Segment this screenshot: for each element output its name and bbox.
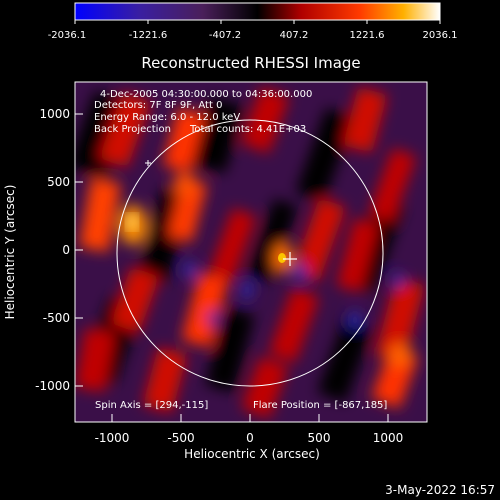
colorbar (74, 2, 441, 21)
x-tick-label: 1000 (373, 431, 404, 445)
generation-timestamp: 3-May-2022 16:57 (385, 483, 495, 497)
solar-limb (116, 119, 384, 387)
image-title: Reconstructed RHESSI Image (141, 54, 360, 72)
detectors-label: Detectors: 7F 8F 9F, Att 0 (94, 100, 222, 111)
energy-range-label: Energy Range: 6.0 - 12.0 keV (94, 112, 240, 123)
x-axis-title: Heliocentric X (arcsec) (184, 447, 320, 461)
time-range-label: 4-Dec-2005 04:30:00.000 to 04:36:00.000 (100, 89, 312, 100)
flare-position-label: Flare Position = [-867,185] (253, 400, 387, 411)
y-tick-label: 1000 (39, 107, 70, 121)
y-tick-label: 0 (62, 243, 70, 257)
rhessi-image (75, 82, 427, 422)
x-tick-label: 500 (308, 431, 331, 445)
method-label: Back Projection (94, 124, 171, 135)
colorbar-tick-label: 1221.6 (350, 30, 385, 41)
spin-axis-label: Spin Axis = [294,-115] (95, 400, 208, 411)
colorbar-tick-label: -407.2 (209, 30, 241, 41)
y-tick-label: -1000 (35, 379, 70, 393)
x-tick-label: -1000 (95, 431, 130, 445)
colorbar-tick-label: 2036.1 (423, 30, 458, 41)
colorbar-tick-label: -2036.1 (48, 30, 87, 41)
x-axis-ticks (111, 414, 389, 422)
sun-center-marker (145, 160, 151, 166)
x-tick-label: 0 (246, 431, 254, 445)
y-axis-title: Heliocentric Y (arcsec) (3, 185, 17, 320)
total-counts-label: Total counts: 4.41E+03 (189, 124, 306, 135)
plot-frame (74, 81, 428, 423)
colorbar-tick-marks (74, 20, 441, 24)
y-tick-label: -500 (43, 311, 70, 325)
y-axis-ticks (75, 113, 83, 387)
colorbar-tick-label: -1221.6 (129, 30, 168, 41)
spin-axis-marker (283, 252, 297, 266)
x-tick-label: -500 (167, 431, 194, 445)
y-tick-label: 500 (47, 175, 70, 189)
colorbar-tick-label: 407.2 (280, 30, 309, 41)
